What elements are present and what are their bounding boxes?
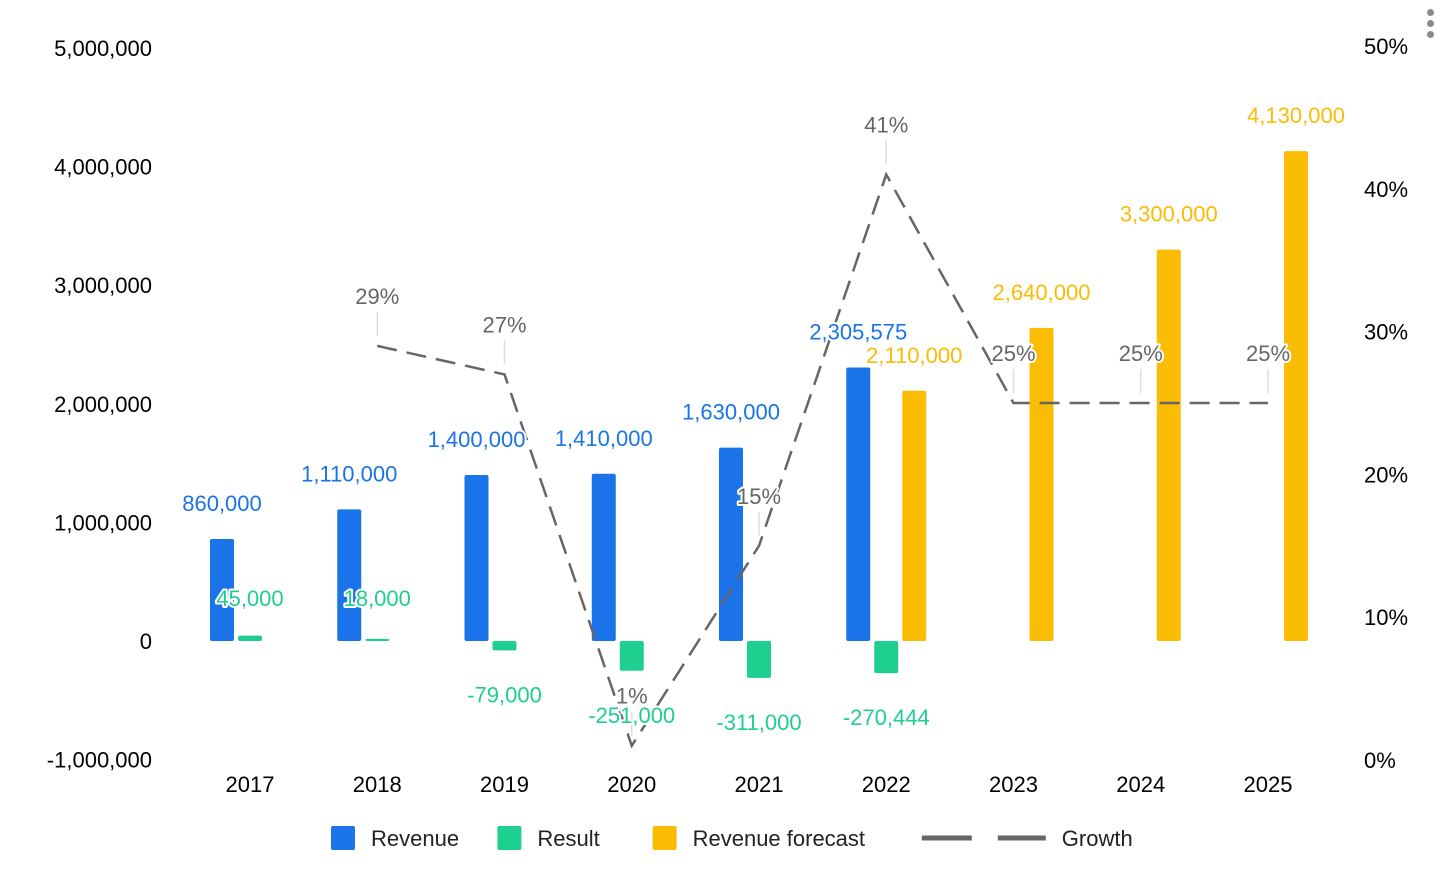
revenue-bar[interactable] xyxy=(464,474,489,641)
more-options-icon[interactable] xyxy=(1420,6,1440,42)
y-right-tick-label: 50% xyxy=(1364,34,1408,59)
revenue-bar[interactable] xyxy=(337,509,362,641)
growth-data-label: 41% xyxy=(864,113,908,138)
x-tick-label: 2020 xyxy=(607,772,656,797)
growth-data-label: 25% xyxy=(991,341,1035,366)
revenue-forecast-legend-swatch xyxy=(652,826,677,850)
result-bar[interactable] xyxy=(619,641,644,671)
result-data-label: -79,000 xyxy=(467,682,542,707)
revenue-data-label: 1,400,000 xyxy=(428,427,526,452)
x-tick-label: 2019 xyxy=(480,772,529,797)
y-left-tick-label: 4,000,000 xyxy=(54,155,152,180)
growth-data-label: 29% xyxy=(355,284,399,309)
revenue-data-label: 1,110,000 xyxy=(301,461,397,486)
result-bar[interactable] xyxy=(747,641,771,678)
result-bar[interactable] xyxy=(492,641,517,651)
result-data-label: 18,000 xyxy=(344,586,411,611)
revenue-data-label: 1,630,000 xyxy=(682,400,780,425)
revenue-forecast-data-label: 2,110,000 xyxy=(866,343,962,368)
y-left-tick-label: 1,000,000 xyxy=(54,510,152,535)
growth-data-label: 25% xyxy=(1119,341,1163,366)
revenue-bar[interactable] xyxy=(719,447,743,641)
y-left-tick-label: 3,000,000 xyxy=(54,273,152,298)
bars xyxy=(210,151,1308,678)
y-right-tick-label: 0% xyxy=(1364,748,1396,773)
growth-data-label: 27% xyxy=(482,312,526,337)
legend-label[interactable]: Result xyxy=(537,826,599,851)
result-data-label: -251,000 xyxy=(588,703,675,728)
y-right-tick-label: 20% xyxy=(1364,462,1408,487)
x-axis: 2017 2018 2019 2020 2021 2022 2023 2024 2025 xyxy=(226,772,1293,797)
result-legend-swatch xyxy=(497,826,522,850)
x-tick-label: 2024 xyxy=(1116,772,1165,797)
revenue-forecast-data-label: 3,300,000 xyxy=(1120,202,1218,227)
revenue-bar[interactable] xyxy=(210,539,234,641)
result-bar[interactable] xyxy=(238,635,262,641)
revenue-forecast-data-label: 2,640,000 xyxy=(993,280,1091,305)
revenue-legend-swatch xyxy=(331,826,355,850)
result-bar[interactable] xyxy=(874,641,899,674)
revenue-forecast-data-label: 4,130,000 xyxy=(1247,103,1345,128)
result-data-label: 45,000 xyxy=(216,586,283,611)
growth-line-path[interactable] xyxy=(376,171,1268,749)
legend-label[interactable]: Revenue xyxy=(371,826,459,851)
y-right-tick-label: 30% xyxy=(1364,320,1408,345)
x-tick-label: 2018 xyxy=(353,772,402,797)
legend-label[interactable]: Growth xyxy=(1062,826,1133,851)
x-tick-label: 2017 xyxy=(226,772,275,797)
growth-data-label: 15% xyxy=(737,484,781,509)
x-tick-label: 2025 xyxy=(1244,772,1293,797)
legend: Revenue Result Revenue forecast Growth xyxy=(331,826,1133,851)
left-axis: -1,000,000 0 1,000,000 2,000,000 3,000,000 4,… xyxy=(47,36,152,773)
x-tick-label: 2021 xyxy=(735,772,784,797)
result-data-label: -311,000 xyxy=(716,710,801,735)
y-right-tick-label: 10% xyxy=(1364,605,1408,630)
revenue-data-label: 1,410,000 xyxy=(555,426,653,451)
y-right-tick-label: 40% xyxy=(1364,177,1408,202)
y-left-tick-label: 5,000,000 xyxy=(54,36,152,61)
revenue-data-label: 860,000 xyxy=(182,491,262,516)
growth-data-label: 1% xyxy=(616,684,648,709)
y-left-tick-label: 2,000,000 xyxy=(54,392,152,417)
x-tick-label: 2022 xyxy=(862,772,911,797)
revenue-forecast-bar[interactable] xyxy=(1284,151,1308,641)
growth-line xyxy=(376,140,1269,749)
legend-label[interactable]: Revenue forecast xyxy=(693,826,865,851)
result-bar[interactable] xyxy=(365,638,390,641)
x-tick-label: 2023 xyxy=(989,772,1038,797)
revenue-bar[interactable] xyxy=(591,473,616,641)
right-axis: 0% 10% 20% 30% 40% 50% xyxy=(1364,34,1408,773)
revenue-forecast-bar[interactable] xyxy=(902,390,927,641)
revenue-bar[interactable] xyxy=(846,367,871,641)
data-labels: 860,000 1,110,000 1,400,000 1,410,000 1,630,… xyxy=(180,101,1347,737)
revenue-data-label: 2,305,575 xyxy=(809,320,907,345)
revenue-forecast-bar[interactable] xyxy=(1156,249,1181,641)
growth-data-label: 25% xyxy=(1246,341,1290,366)
result-data-label: -270,444 xyxy=(843,705,930,730)
y-left-tick-label: 0 xyxy=(140,629,152,654)
y-left-tick-label: -1,000,000 xyxy=(47,748,152,773)
revenue-forecast-bar[interactable] xyxy=(1029,327,1054,641)
